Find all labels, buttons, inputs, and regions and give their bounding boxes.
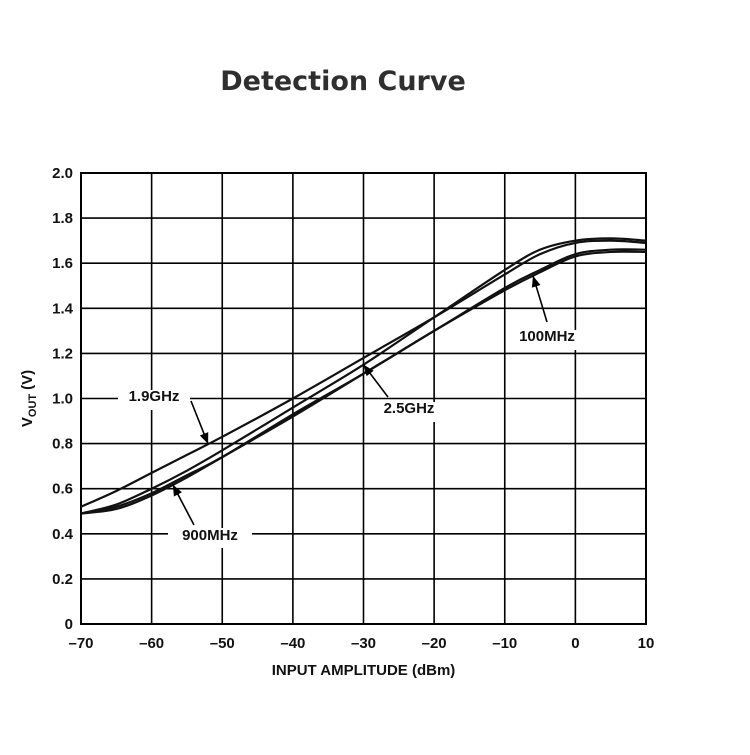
y-tick-label: 0.4: [52, 526, 74, 543]
y-tick-label: 1.0: [52, 391, 73, 408]
annotation-label: 100MHz: [519, 328, 575, 345]
annotation-arrowhead: [531, 275, 541, 288]
chart-title: Detection Curve: [220, 66, 466, 97]
series-line-1.9GHz: [80, 239, 647, 508]
y-tick-label: 1.4: [52, 300, 74, 317]
x-tick-label: –60: [139, 635, 164, 652]
annotation-arrowhead: [172, 484, 182, 497]
x-tick-label: –50: [210, 635, 235, 652]
annotation-arrowhead: [199, 432, 209, 445]
y-axis-label-unit: (V): [19, 370, 36, 390]
x-tick-label: –70: [68, 635, 93, 652]
x-tick-label: –20: [422, 635, 447, 652]
x-tick-label: 0: [571, 635, 579, 652]
y-tick-label: 0.6: [52, 481, 73, 498]
y-tick-label: 1.8: [52, 210, 73, 227]
annotation-bg: [168, 528, 252, 548]
annotation-bg: [118, 390, 190, 410]
x-tick-label: –40: [280, 635, 305, 652]
tick-labels: –70 –60 –50 –40 –30 –20 –10 0 10 0 0.2 0.4 0.6 0.8 1.0…: [52, 165, 654, 652]
y-tick-label: 1.6: [52, 255, 73, 272]
y-tick-label: 0: [65, 616, 73, 633]
series-layer: [80, 237, 647, 515]
x-tick-label: –30: [351, 635, 376, 652]
y-tick-label: 0.2: [52, 571, 73, 588]
x-tick-label: 10: [638, 635, 655, 652]
y-tick-label: 0.8: [52, 436, 73, 453]
annotation-arrowhead: [363, 364, 374, 377]
y-axis-label: VOUT (V): [19, 370, 39, 427]
y-tick-label: 1.2: [52, 345, 73, 362]
y-tick-label: 2.0: [52, 165, 73, 182]
x-axis-label: INPUT AMPLITUDE (dBm): [272, 662, 456, 679]
y-axis-label-sub: OUT: [27, 394, 39, 418]
annotation-label: 1.9GHz: [129, 388, 180, 405]
y-axis-label-main: V: [19, 417, 36, 427]
annotation-bg: [508, 330, 588, 350]
x-tick-label: –10: [492, 635, 517, 652]
annotation-bg: [372, 402, 446, 422]
annotations: 1.9GHz 2.5GHz 100MHz 900MHz: [118, 275, 588, 548]
plot-frame: [80, 172, 647, 625]
annotation-label: 2.5GHz: [384, 400, 435, 417]
series-line-900MHz: [80, 248, 647, 515]
annotation-label: 900MHz: [182, 527, 238, 544]
